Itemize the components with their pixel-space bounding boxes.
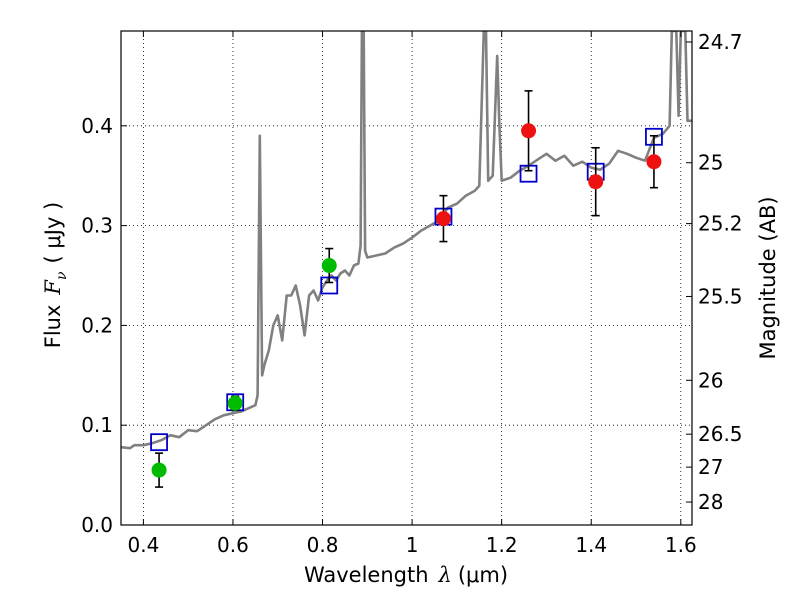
sed-model-line xyxy=(121,31,692,450)
y-tick-label: 0.0 xyxy=(81,513,113,537)
y-tick-label: 0.4 xyxy=(81,114,113,138)
y2-tick-label: 26 xyxy=(698,368,723,392)
observed-flux-point xyxy=(227,395,243,411)
y2-tick-label: 25 xyxy=(698,151,723,175)
model-photometry-square xyxy=(150,433,168,452)
x-tick-label: 1.2 xyxy=(486,533,518,557)
y-tick-label: 0.3 xyxy=(81,214,113,238)
y2-tick-label: 26.5 xyxy=(698,422,743,446)
x-tick-label: 0.6 xyxy=(217,533,249,557)
y-axis-label: FluxFν( μJy ) xyxy=(41,202,70,348)
grid xyxy=(121,31,692,526)
x-tick-label: 1.4 xyxy=(575,533,607,557)
y2-tick-label: 24.7 xyxy=(698,30,743,54)
y2-tick-label: 27 xyxy=(698,455,723,479)
y2-tick-label: 28 xyxy=(698,490,723,514)
y-tick-label: 0.1 xyxy=(81,413,113,437)
x-tick-label: 0.8 xyxy=(307,533,339,557)
plot-series xyxy=(121,31,692,488)
axis-ticks: 0.4 0.6 0.8 1 1.2 1.4 1.6 0.0 0.1 0.2 0.3 0.4 24.7 25… xyxy=(81,30,742,557)
observed-flux-point xyxy=(521,123,537,139)
x-tick-label: 0.4 xyxy=(127,533,159,557)
x-tick-label: 1 xyxy=(406,533,419,557)
plot-frame xyxy=(120,30,693,526)
x-axis-label: Wavelength λ (μm) xyxy=(304,563,508,587)
observed-flux-point xyxy=(646,154,662,170)
x-tick-label: 1.6 xyxy=(665,533,697,557)
y2-axis-label: Magnitude (AB) xyxy=(756,196,780,359)
observed-flux-point xyxy=(321,258,337,274)
observed-flux-point xyxy=(588,174,604,190)
observed-flux-point xyxy=(151,462,167,478)
y2-tick-label: 25.2 xyxy=(698,212,743,236)
y-tick-label: 0.2 xyxy=(81,313,113,337)
observed-flux-point xyxy=(435,211,451,227)
y2-tick-label: 25.5 xyxy=(698,284,743,308)
